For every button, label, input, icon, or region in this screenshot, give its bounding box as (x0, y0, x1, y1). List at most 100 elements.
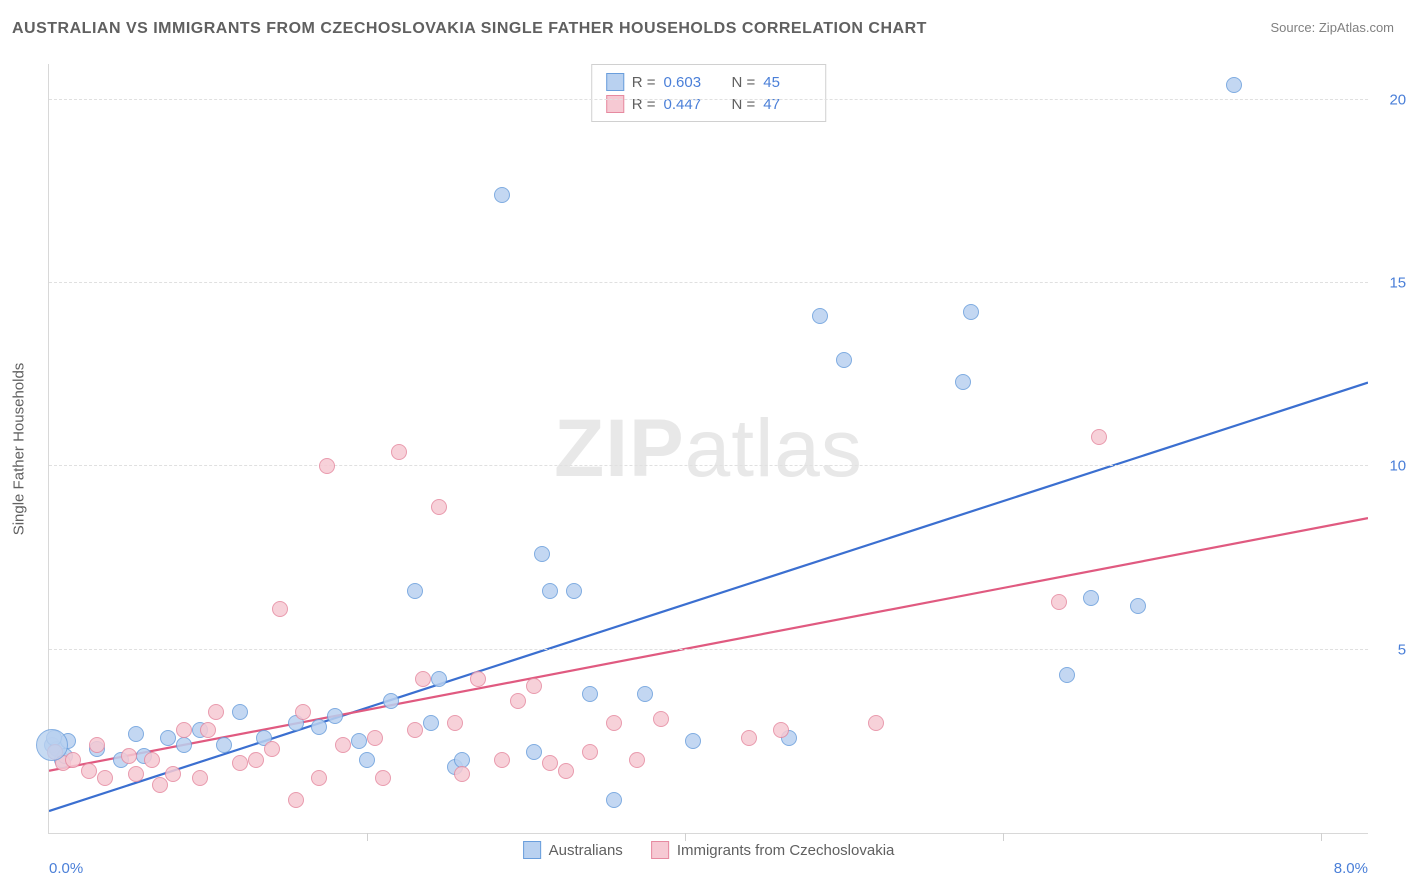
y-tick-label: 15.0% (1376, 275, 1406, 292)
scatter-point (295, 704, 311, 720)
scatter-point (272, 601, 288, 617)
scatter-point (232, 704, 248, 720)
stat-r-label: R = (632, 74, 656, 91)
scatter-point (415, 671, 431, 687)
watermark: ZIPatlas (554, 402, 863, 496)
stat-n-label: N = (732, 74, 756, 91)
scatter-point (327, 708, 343, 724)
scatter-point (311, 719, 327, 735)
scatter-point (264, 741, 280, 757)
trend-lines (49, 64, 1368, 833)
legend-swatch (523, 841, 541, 859)
scatter-point (431, 671, 447, 687)
stats-box: R = 0.603 N = 45 R =0.447N =47 (591, 64, 827, 122)
stats-row: R =0.447N =47 (606, 93, 812, 115)
trend-line (49, 518, 1368, 771)
y-tick-label: 20.0% (1376, 91, 1406, 108)
y-tick-label: 5.0% (1376, 641, 1406, 658)
y-tick-label: 10.0% (1376, 458, 1406, 475)
legend-swatch (651, 841, 669, 859)
plot-area: ZIPatlas Single Father Households R =0.6… (48, 64, 1368, 834)
y-axis-title: Single Father Households (11, 362, 28, 535)
scatter-point (494, 187, 510, 203)
x-tick-label: 8.0% (1334, 860, 1368, 877)
scatter-point (383, 693, 399, 709)
scatter-point (128, 766, 144, 782)
x-tick (1003, 833, 1004, 841)
scatter-point (216, 737, 232, 753)
scatter-point (542, 755, 558, 771)
legend-label: Australians (549, 842, 623, 859)
x-tick (1321, 833, 1322, 841)
scatter-point (97, 770, 113, 786)
scatter-point (1226, 77, 1242, 93)
scatter-point (566, 583, 582, 599)
source-label: Source: ZipAtlas.com (1270, 20, 1394, 35)
scatter-point (955, 374, 971, 390)
gridline-h (49, 649, 1368, 650)
scatter-point (447, 715, 463, 731)
scatter-point (121, 748, 137, 764)
scatter-point (81, 763, 97, 779)
scatter-point (311, 770, 327, 786)
scatter-point (89, 737, 105, 753)
scatter-point (606, 715, 622, 731)
scatter-point (335, 737, 351, 753)
stats-row: R = 0.603 N = 45 (606, 71, 812, 93)
scatter-point (200, 722, 216, 738)
scatter-point (248, 752, 264, 768)
scatter-point (319, 458, 335, 474)
stat-r-value: 0.603 (664, 74, 712, 91)
x-tick (367, 833, 368, 841)
scatter-point (288, 792, 304, 808)
scatter-point (526, 678, 542, 694)
scatter-point (128, 726, 144, 742)
stat-n-value: 45 (763, 74, 811, 91)
scatter-point (454, 766, 470, 782)
scatter-point (367, 730, 383, 746)
x-tick-label: 0.0% (49, 860, 83, 877)
scatter-point (582, 686, 598, 702)
legend-swatch (606, 73, 624, 91)
scatter-point (741, 730, 757, 746)
scatter-point (653, 711, 669, 727)
scatter-point (963, 304, 979, 320)
x-tick (685, 833, 686, 841)
scatter-point (407, 583, 423, 599)
scatter-point (685, 733, 701, 749)
scatter-point (391, 444, 407, 460)
scatter-point (192, 770, 208, 786)
scatter-point (176, 737, 192, 753)
scatter-point (526, 744, 542, 760)
scatter-point (1083, 590, 1099, 606)
trend-line (49, 383, 1368, 811)
scatter-point (351, 733, 367, 749)
scatter-point (494, 752, 510, 768)
legend-label: Immigrants from Czechoslovakia (677, 842, 895, 859)
gridline-h (49, 99, 1368, 100)
scatter-point (176, 722, 192, 738)
scatter-point (160, 730, 176, 746)
scatter-point (510, 693, 526, 709)
scatter-point (582, 744, 598, 760)
scatter-point (1091, 429, 1107, 445)
scatter-point (232, 755, 248, 771)
scatter-point (534, 546, 550, 562)
scatter-point (542, 583, 558, 599)
scatter-point (152, 777, 168, 793)
scatter-point (606, 792, 622, 808)
scatter-point (65, 752, 81, 768)
scatter-point (1059, 667, 1075, 683)
scatter-point (836, 352, 852, 368)
scatter-point (470, 671, 486, 687)
scatter-point (407, 722, 423, 738)
scatter-point (431, 499, 447, 515)
scatter-point (629, 752, 645, 768)
scatter-point (144, 752, 160, 768)
legend-item: Immigrants from Czechoslovakia (651, 841, 895, 859)
scatter-point-large (36, 729, 68, 761)
scatter-point (773, 722, 789, 738)
gridline-h (49, 465, 1368, 466)
scatter-point (812, 308, 828, 324)
scatter-point (868, 715, 884, 731)
